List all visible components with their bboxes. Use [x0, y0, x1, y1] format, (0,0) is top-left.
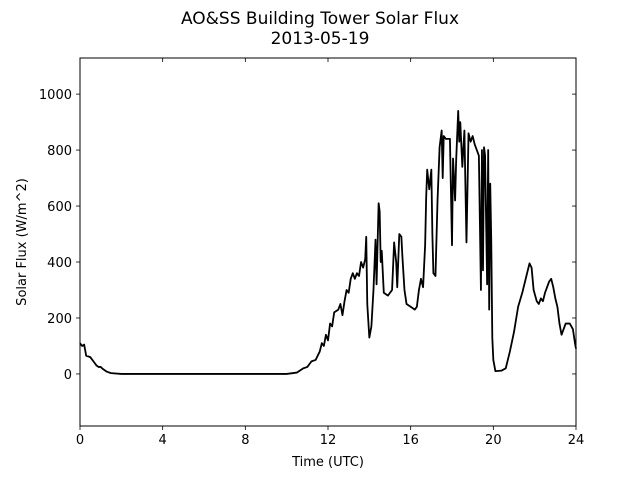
x-tick-label: 8: [241, 433, 249, 448]
y-tick-label: 200: [47, 312, 72, 327]
x-tick-label: 4: [159, 433, 167, 448]
x-axis-label: Time (UTC): [291, 455, 364, 470]
x-tick-label: 12: [320, 433, 337, 448]
chart-title: AO&SS Building Tower Solar Flux: [181, 9, 459, 29]
x-tick-label: 16: [402, 433, 419, 448]
x-tick-label: 20: [485, 433, 502, 448]
y-axis-label: Solar Flux (W/m^2): [15, 178, 30, 306]
chart-subtitle: 2013-05-19: [271, 29, 370, 49]
y-tick-label: 600: [47, 200, 72, 215]
y-tick-label: 1000: [39, 88, 72, 103]
y-tick-label: 800: [47, 144, 72, 159]
y-tick-label: 400: [47, 256, 72, 271]
data-line: [79, 109, 577, 375]
plot-frame: [79, 57, 577, 427]
x-tick-label: 24: [568, 433, 585, 448]
x-tick-label: 0: [76, 433, 84, 448]
y-tick-label: 0: [64, 368, 72, 383]
